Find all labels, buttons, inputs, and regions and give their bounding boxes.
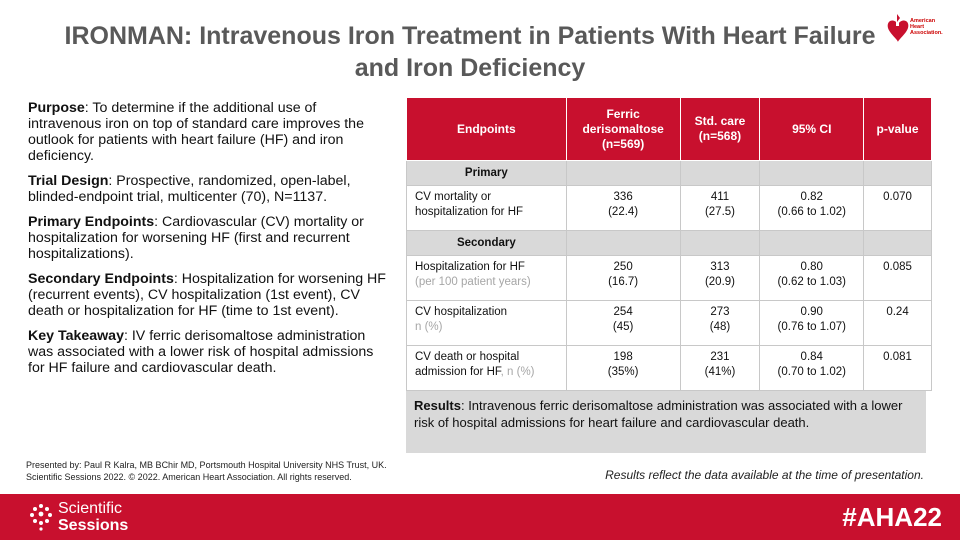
disclaimer-note: Results reflect the data available at th…	[605, 468, 924, 482]
purpose-paragraph: Purpose: To determine if the additional …	[28, 100, 390, 164]
std-cell: 273 (48)	[679, 300, 761, 346]
purpose-label: Purpose	[28, 100, 85, 116]
p-cell: 0.070	[863, 185, 932, 231]
header-endpoints: Endpoints	[406, 97, 567, 161]
presenter-line: Presented by: Paul R Kalra, MB BChir MD,…	[26, 460, 387, 470]
section-label: Secondary	[406, 230, 567, 256]
results-table: Endpoints Ferric derisomaltose (n=569) S…	[406, 97, 932, 391]
summary-panel: Purpose: To determine if the additional …	[28, 100, 390, 385]
table-header-row: Endpoints Ferric derisomaltose (n=569) S…	[406, 97, 932, 161]
ci-cell: 0.82 (0.66 to 1.02)	[759, 185, 865, 231]
std-cell: 231 (41%)	[679, 345, 761, 391]
ferric-cell: 254 (45)	[565, 300, 681, 346]
table-row: CV mortality or hospitalization for HF 3…	[406, 185, 932, 231]
table-row: CV hospitalization n (%) 254 (45) 273 (48) …	[406, 300, 932, 346]
ci-cell: 0.80 (0.62 to 1.03)	[759, 255, 865, 301]
primary-text: : Cardiovascular (CV) mortality or hospi…	[28, 214, 364, 262]
results-label: Results	[414, 398, 461, 413]
ferric-cell: 250 (16.7)	[565, 255, 681, 301]
design-text: : Prospective, randomized, open-label, b…	[28, 173, 351, 205]
slide-title: IRONMAN: Intravenous Iron Treatment in P…	[64, 22, 876, 82]
p-cell: 0.24	[863, 300, 932, 346]
purpose-text: : To determine if the additional use of …	[28, 100, 364, 164]
results-text: : Intravenous ferric derisomaltose admin…	[414, 398, 903, 430]
secondary-paragraph: Secondary Endpoints: Hospitalization for…	[28, 271, 390, 319]
hashtag: #AHA22	[842, 502, 942, 532]
header-p-value: p-value	[863, 97, 932, 161]
table-row: Hospitalization for HF (per 100 patient y…	[406, 255, 932, 301]
ci-cell: 0.84 (0.70 to 1.02)	[759, 345, 865, 391]
endpoint-cell: CV death or hospital admission for HF, n…	[406, 345, 567, 391]
copyright-line: Scientific Sessions 2022. © 2022. Americ…	[26, 472, 352, 482]
takeaway-text: : IV ferric derisomaltose administration…	[28, 328, 374, 376]
design-label: Trial Design	[28, 173, 109, 189]
brand-line2: Sessions	[58, 517, 129, 534]
header-ci: 95% CI	[759, 97, 865, 161]
section-label: Primary	[406, 160, 567, 186]
primary-paragraph: Primary Endpoints: Cardiovascular (CV) m…	[28, 214, 390, 262]
endpoint-cell: CV mortality or hospitalization for HF	[406, 185, 567, 231]
takeaway-label: Key Takeaway	[28, 328, 124, 344]
primary-label: Primary Endpoints	[28, 214, 155, 230]
header-std-care: Std. care (n=568)	[679, 97, 761, 161]
std-cell: 313 (20.9)	[679, 255, 761, 301]
section-row-primary: Primary	[406, 160, 932, 186]
heart-torch-logo-icon	[887, 14, 909, 42]
results-box: Results: Intravenous ferric derisomaltos…	[406, 391, 926, 453]
endpoint-cell: CV hospitalization n (%)	[406, 300, 567, 346]
p-cell: 0.081	[863, 345, 932, 391]
brand-line1: Scientific	[58, 500, 123, 517]
ci-cell: 0.90 (0.76 to 1.07)	[759, 300, 865, 346]
secondary-text: : Hospitalization for worsening HF (recu…	[28, 271, 386, 319]
table-row: CV death or hospital admission for HF, n…	[406, 345, 932, 391]
ferric-cell: 336 (22.4)	[565, 185, 681, 231]
p-cell: 0.085	[863, 255, 932, 301]
design-paragraph: Trial Design: Prospective, randomized, o…	[28, 173, 390, 205]
std-cell: 411 (27.5)	[679, 185, 761, 231]
header-ferric: Ferric derisomaltose (n=569)	[565, 97, 681, 161]
logo-text: American Heart Association.	[910, 18, 943, 36]
secondary-label: Secondary Endpoints	[28, 271, 174, 287]
section-row-secondary: Secondary	[406, 230, 932, 256]
presenter-credit: Presented by: Paul R Kalra, MB BChir MD,…	[26, 459, 387, 483]
ferric-cell: 198 (35%)	[565, 345, 681, 391]
scientific-sessions-globe-icon	[30, 504, 52, 531]
footer-bar	[0, 494, 960, 540]
takeaway-paragraph: Key Takeaway: IV ferric derisomaltose ad…	[28, 328, 390, 376]
scientific-sessions-brand: Scientific Sessions	[58, 500, 128, 534]
endpoint-cell: Hospitalization for HF (per 100 patient y…	[406, 255, 567, 301]
